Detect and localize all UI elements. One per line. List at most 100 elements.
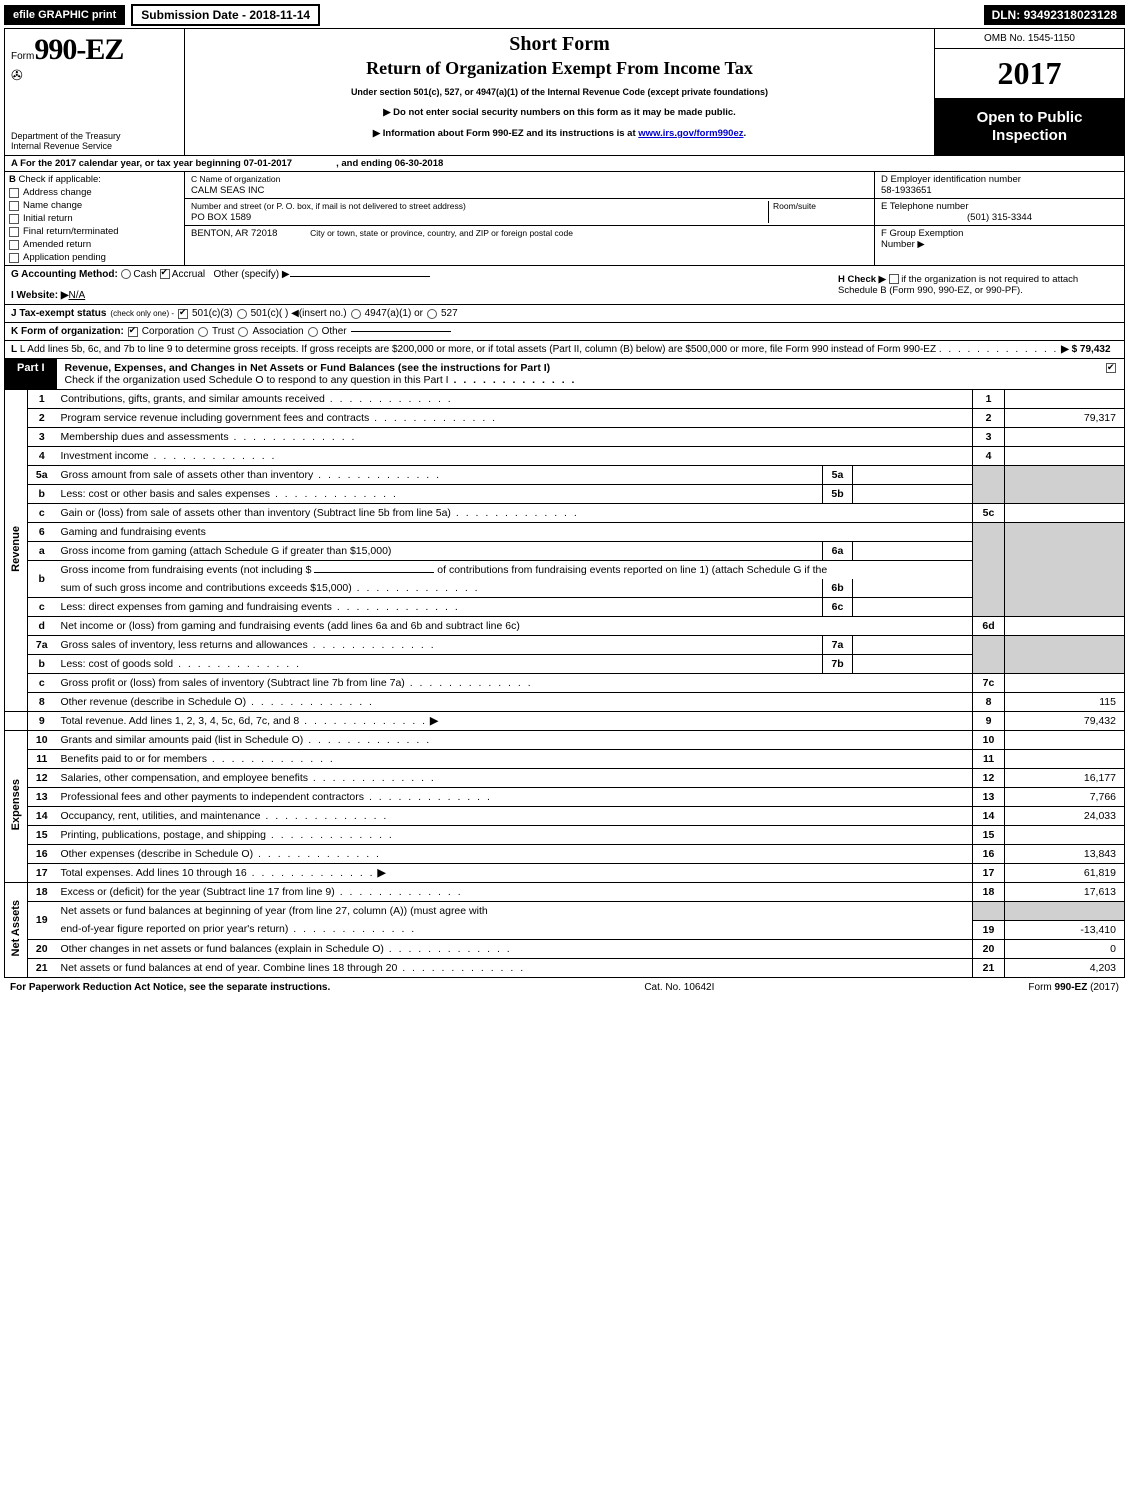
amended-return-checkbox[interactable] (9, 240, 19, 250)
final-return-checkbox[interactable] (9, 227, 19, 237)
k-corp-checkbox[interactable] (128, 327, 138, 337)
line6c-desc: Less: direct expenses from gaming and fu… (61, 601, 332, 613)
initial-return-label: Initial return (23, 213, 73, 224)
line1-num: 1 (28, 390, 56, 409)
line6-grey (973, 523, 1005, 617)
line6b-mid: 6b (823, 579, 853, 598)
line7a-desc: Gross sales of inventory, less returns a… (61, 639, 308, 651)
ein-value: 58-1933651 (881, 185, 932, 196)
line13-val: 7,766 (1005, 788, 1125, 807)
line10-num: 10 (28, 731, 56, 750)
line6a-mid: 6a (823, 542, 853, 561)
h-checkbox[interactable] (889, 274, 899, 284)
line6b-input[interactable] (314, 572, 434, 573)
line17-desc: Total expenses. Add lines 10 through 16 (61, 867, 247, 879)
line15-desc: Printing, publications, postage, and shi… (61, 829, 266, 841)
line6c-num: c (28, 598, 56, 617)
part1-title: Revenue, Expenses, and Changes in Net As… (65, 362, 551, 374)
j-4947-radio[interactable] (351, 309, 361, 319)
address-change-checkbox[interactable] (9, 188, 19, 198)
line7c-val (1005, 674, 1125, 693)
j-501c-radio[interactable] (237, 309, 247, 319)
line13-num: 13 (28, 788, 56, 807)
j-4947: 4947(a)(1) or (365, 308, 423, 319)
line7a-midval (853, 636, 973, 655)
form-990ez: 990-EZ (34, 33, 123, 67)
efile-print-button[interactable]: efile GRAPHIC print (4, 5, 125, 25)
k-other-input[interactable] (351, 331, 451, 332)
line14-val: 24,033 (1005, 807, 1125, 826)
accrual-radio[interactable] (160, 269, 170, 279)
line9-rnum: 9 (973, 712, 1005, 731)
revenue-end (5, 712, 28, 731)
line4-val (1005, 447, 1125, 466)
line12-rnum: 12 (973, 769, 1005, 788)
do-not-enter-text: ▶ Do not enter social security numbers o… (193, 107, 926, 118)
line20-num: 20 (28, 939, 56, 958)
line19-desc2: end-of-year figure reported on prior yea… (61, 923, 289, 935)
part1-schedule-o-checkbox[interactable] (1106, 363, 1116, 373)
other-specify-input[interactable] (290, 276, 430, 277)
line6a-midval (853, 542, 973, 561)
room-suite-label: Room/suite (773, 201, 816, 211)
application-pending-checkbox[interactable] (9, 253, 19, 263)
line4-rnum: 4 (973, 447, 1005, 466)
line2-rnum: 2 (973, 409, 1005, 428)
city-label: City or town, state or province, country… (310, 228, 573, 238)
line17-rnum: 17 (973, 864, 1005, 883)
k-trust-radio[interactable] (198, 327, 208, 337)
section-a-block: B Check if applicable: Address change Na… (4, 172, 1125, 266)
k-assoc-radio[interactable] (238, 327, 248, 337)
row-k: K Form of organization: Corporation Trus… (4, 323, 1125, 341)
arrow-icon: ▶ (430, 715, 438, 727)
check-if-label: Check if applicable: (19, 174, 101, 185)
line20-val: 0 (1005, 939, 1125, 958)
initial-return-checkbox[interactable] (9, 214, 19, 224)
part1-title-cell: Revenue, Expenses, and Changes in Net As… (57, 359, 1098, 389)
info-suffix: . (744, 128, 747, 139)
cash-radio[interactable] (121, 269, 131, 279)
under-section-text: Under section 501(c), 527, or 4947(a)(1)… (193, 87, 926, 97)
line7b-mid: 7b (823, 655, 853, 674)
line3-rnum: 3 (973, 428, 1005, 447)
line21-num: 21 (28, 958, 56, 977)
l-text: L Add lines 5b, 6c, and 7b to line 9 to … (20, 344, 936, 355)
line9-val: 79,432 (1005, 712, 1125, 731)
line7b-midval (853, 655, 973, 674)
line7c-desc: Gross profit or (loss) from sales of inv… (61, 677, 405, 689)
line16-num: 16 (28, 845, 56, 864)
name-change-checkbox[interactable] (9, 201, 19, 211)
irs-link[interactable]: www.irs.gov/form990ez (638, 128, 743, 139)
line11-desc: Benefits paid to or for members (61, 753, 207, 765)
k-other-radio[interactable] (308, 327, 318, 337)
line1-rnum: 1 (973, 390, 1005, 409)
line14-rnum: 14 (973, 807, 1005, 826)
line18-rnum: 18 (973, 883, 1005, 902)
line5ab-grey (973, 466, 1005, 504)
line4-desc: Investment income (61, 450, 149, 462)
k-assoc: Association (252, 326, 303, 337)
k-trust: Trust (212, 326, 234, 337)
submission-date-label: Submission Date - (141, 8, 249, 22)
j-527-radio[interactable] (427, 309, 437, 319)
footer-left: For Paperwork Reduction Act Notice, see … (10, 982, 330, 993)
dln-value: 93492318023128 (1024, 8, 1117, 22)
line5b-mid: 5b (823, 485, 853, 504)
top-bar: efile GRAPHIC print Submission Date - 20… (4, 4, 1125, 26)
form-header: Form 990-EZ ✇ Department of the Treasury… (4, 28, 1125, 156)
line6d-desc: Net income or (loss) from gaming and fun… (61, 620, 520, 632)
line3-desc: Membership dues and assessments (61, 431, 229, 443)
line12-val: 16,177 (1005, 769, 1125, 788)
line7a-mid: 7a (823, 636, 853, 655)
application-pending-label: Application pending (23, 252, 106, 263)
h-label: H Check ▶ (838, 274, 886, 285)
j-501c3-checkbox[interactable] (178, 309, 188, 319)
line5ab-grey2 (1005, 466, 1125, 504)
line6c-mid: 6c (823, 598, 853, 617)
cal-year-a: A For the 2017 calendar year, or tax yea… (11, 158, 292, 169)
c-label: C Name of organization (191, 174, 280, 184)
tax-year: 2017 (935, 49, 1124, 99)
open-line1: Open to Public (939, 109, 1120, 127)
final-return-label: Final return/terminated (23, 226, 119, 237)
line6b-desc3: sum of such gross income and contributio… (61, 582, 352, 594)
